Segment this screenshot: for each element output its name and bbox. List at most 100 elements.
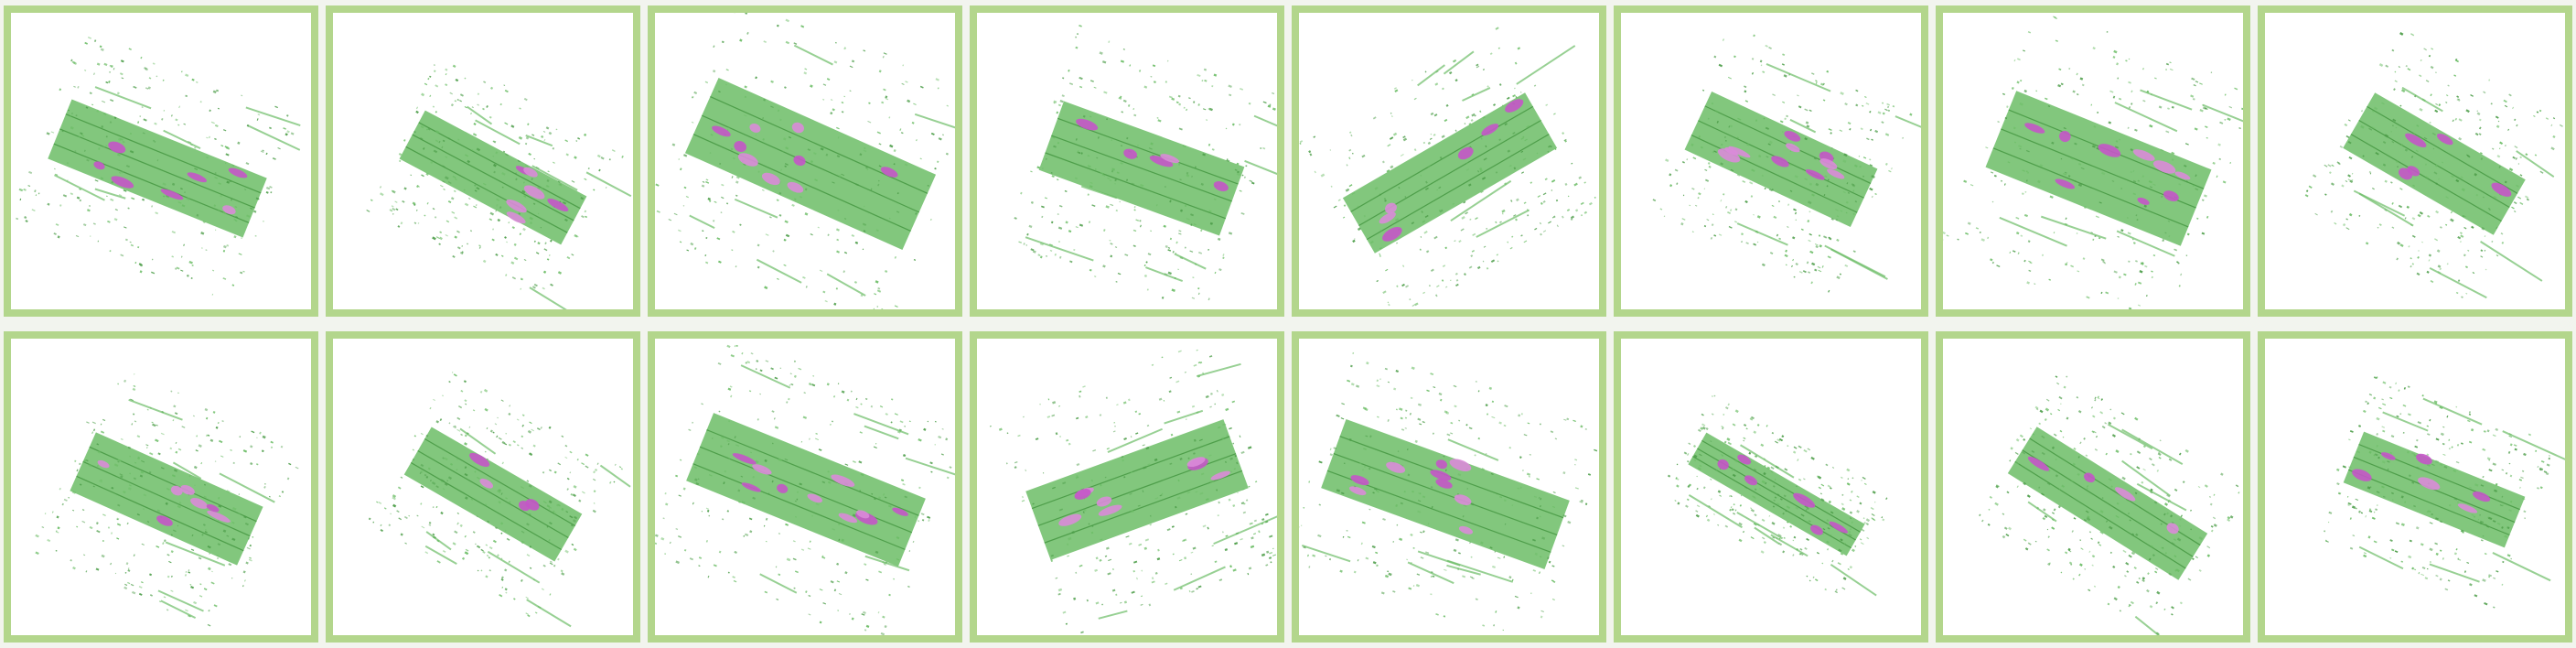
structure-points bbox=[1417, 550, 1461, 567]
detected-object bbox=[880, 167, 898, 178]
detected-object bbox=[1827, 168, 1845, 179]
structure-points bbox=[2107, 423, 2153, 450]
structure-points bbox=[1447, 438, 1499, 461]
detected-object bbox=[741, 482, 761, 492]
structure-points bbox=[475, 119, 521, 146]
point-cloud-panel bbox=[2258, 5, 2572, 317]
point-cloud-panel bbox=[1936, 5, 2250, 317]
detected-object bbox=[1449, 459, 1472, 472]
structure-points bbox=[2114, 102, 2178, 133]
detected-object bbox=[1457, 146, 1474, 160]
detected-object bbox=[1829, 521, 1849, 534]
structure-points bbox=[2358, 545, 2404, 570]
point-cloud-panel bbox=[1614, 5, 1928, 317]
detected-object bbox=[228, 167, 248, 178]
detected-object bbox=[2163, 190, 2179, 201]
point-cloud-panel bbox=[2258, 331, 2572, 643]
structure-points bbox=[1417, 64, 1446, 87]
detected-object bbox=[1379, 211, 1396, 224]
lane-line-points bbox=[2022, 449, 2194, 557]
structure-points bbox=[1476, 209, 1530, 238]
lidar-scene bbox=[2304, 31, 2563, 299]
detected-object bbox=[831, 474, 855, 487]
detected-object bbox=[749, 123, 761, 133]
scattered-points bbox=[655, 344, 952, 635]
structure-points bbox=[905, 457, 955, 481]
detected-object bbox=[1076, 118, 1099, 131]
structure-points bbox=[1450, 179, 1512, 222]
structure-points bbox=[1301, 544, 1351, 563]
lidar-scene bbox=[1979, 375, 2240, 635]
lane-line-points bbox=[1690, 135, 1858, 213]
structure-points bbox=[853, 413, 909, 436]
detected-object bbox=[1123, 148, 1138, 159]
structure-points bbox=[1830, 248, 1888, 280]
point-cloud-panel bbox=[1292, 5, 1606, 317]
detected-object bbox=[1149, 155, 1174, 167]
lane-line-points bbox=[424, 437, 576, 527]
detected-object bbox=[1728, 146, 1751, 158]
structure-points bbox=[1688, 494, 1743, 529]
scattered-points bbox=[1014, 24, 1276, 301]
structure-points bbox=[1740, 444, 1795, 479]
detected-object bbox=[2352, 469, 2372, 481]
detected-object bbox=[793, 155, 806, 167]
point-cloud-render bbox=[1943, 16, 2243, 309]
lane-line-points bbox=[59, 128, 255, 209]
detected-object bbox=[1819, 158, 1838, 169]
point-cloud-render bbox=[1667, 394, 1888, 597]
structure-points bbox=[245, 106, 301, 127]
detected-object bbox=[2174, 171, 2191, 180]
lane-line-points bbox=[89, 446, 257, 523]
detected-object bbox=[2137, 197, 2150, 205]
point-cloud-panel bbox=[970, 331, 1284, 643]
lane-line-points bbox=[1044, 470, 1243, 544]
scattered-points bbox=[1299, 351, 1598, 632]
detected-object bbox=[1210, 470, 1230, 481]
structure-points bbox=[2382, 411, 2429, 432]
structure-points bbox=[914, 113, 955, 130]
lane-line-points bbox=[710, 96, 928, 194]
detected-object bbox=[2059, 130, 2071, 143]
scattered-points bbox=[2324, 376, 2551, 609]
lane-line-points bbox=[2358, 119, 2510, 209]
structure-points bbox=[826, 273, 866, 297]
structure-points bbox=[487, 550, 541, 584]
detected-object bbox=[2132, 149, 2155, 161]
point-cloud-panel bbox=[648, 5, 962, 317]
structure-points bbox=[1999, 216, 2067, 247]
structure-points bbox=[1174, 253, 1207, 270]
structure-points bbox=[2492, 552, 2551, 582]
detected-object bbox=[787, 181, 804, 193]
lane-line-points bbox=[692, 463, 906, 550]
detected-object bbox=[2152, 160, 2176, 174]
point-cloud-panel bbox=[648, 331, 962, 643]
detected-object bbox=[1213, 181, 1229, 192]
detected-object bbox=[791, 122, 804, 134]
lane-line-points bbox=[692, 134, 911, 232]
structure-points bbox=[1894, 115, 1921, 142]
detected-object bbox=[1454, 494, 1472, 505]
lane-line-points bbox=[417, 449, 569, 539]
structure-points bbox=[759, 573, 798, 594]
point-cloud-render bbox=[35, 373, 299, 627]
structure-points bbox=[219, 472, 275, 503]
structure-points bbox=[1736, 222, 1788, 246]
detected-object bbox=[761, 172, 780, 186]
structure-points bbox=[1107, 427, 1164, 453]
lane-line-points bbox=[418, 122, 581, 210]
point-cloud-render bbox=[1299, 27, 1596, 307]
detected-object bbox=[206, 503, 220, 513]
structure-points bbox=[1770, 534, 1809, 557]
point-cloud-panel bbox=[326, 5, 640, 317]
structure-points bbox=[2134, 615, 2163, 635]
detected-object bbox=[222, 205, 236, 215]
lidar-scene bbox=[2324, 376, 2565, 609]
structure-points bbox=[2140, 89, 2193, 111]
scattered-points bbox=[1667, 394, 1888, 594]
lane-line-points bbox=[410, 461, 563, 551]
detected-object bbox=[190, 497, 209, 509]
scattered-points bbox=[1979, 375, 2240, 635]
detected-object bbox=[1805, 169, 1825, 180]
lane-line-points bbox=[699, 446, 913, 534]
